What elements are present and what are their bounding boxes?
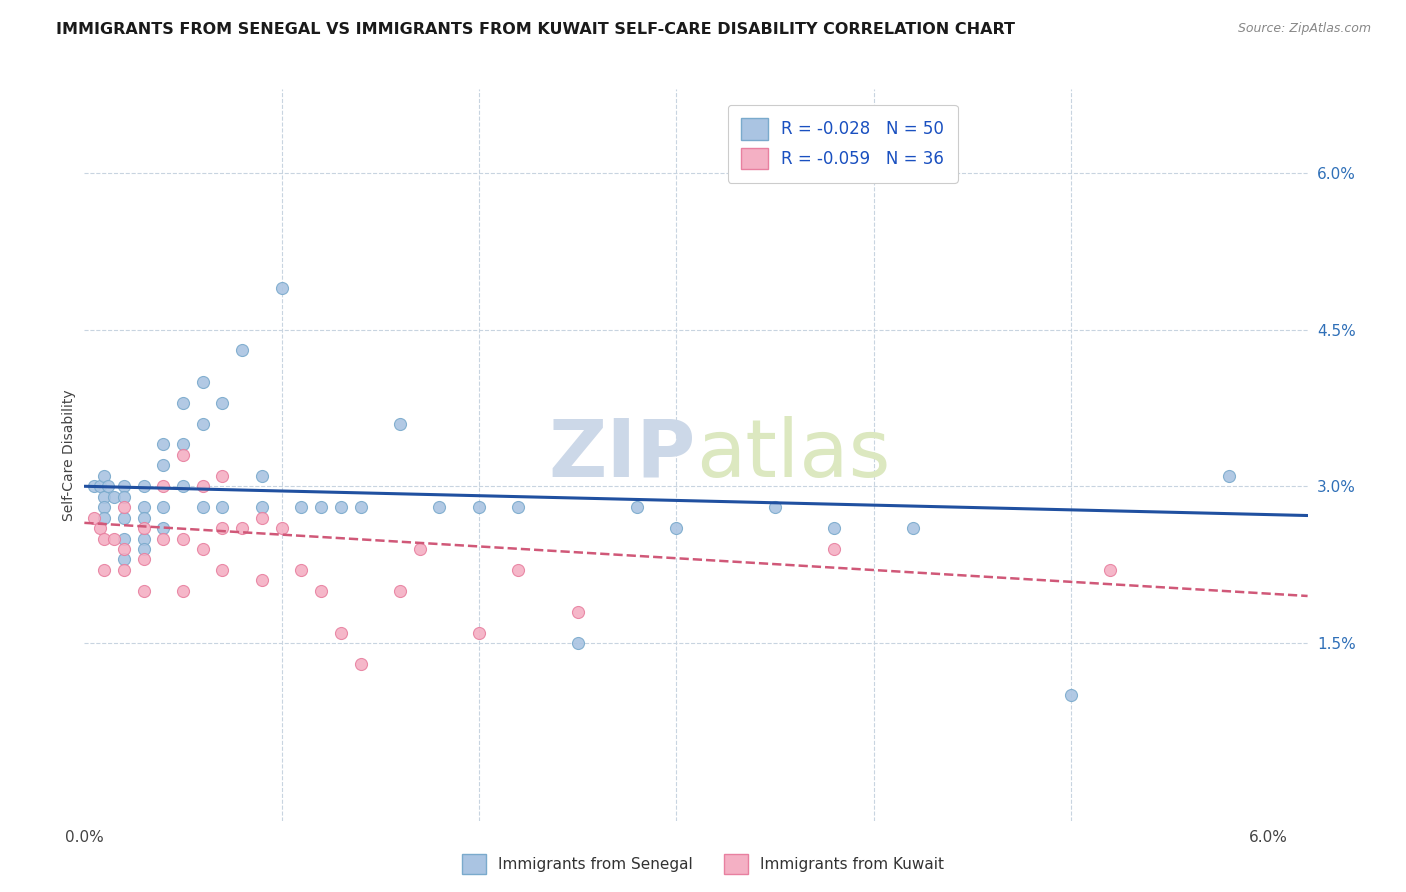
Point [309,583,332,598]
Point [270,281,292,295]
Point [97,479,120,493]
Point [309,500,332,515]
Point [290,563,312,577]
Point [823,541,845,556]
Point [468,500,491,515]
Point [567,636,589,650]
Text: Source: ZipAtlas.com: Source: ZipAtlas.com [1237,22,1371,36]
Point [93,500,115,515]
Point [152,521,174,535]
Point [93,532,115,546]
Point [191,417,214,431]
Point [83,510,105,524]
Point [250,468,273,483]
Point [93,510,115,524]
Point [132,552,155,566]
Point [409,541,432,556]
Point [172,479,194,493]
Point [172,395,194,409]
Point [191,541,214,556]
Point [468,625,491,640]
Point [93,490,115,504]
Point [112,532,135,546]
Point [508,563,530,577]
Point [349,500,371,515]
Point [112,510,135,524]
Point [191,375,214,389]
Point [89,521,111,535]
Point [191,479,214,493]
Point [349,657,371,671]
Point [211,468,233,483]
Point [93,563,115,577]
Point [152,532,174,546]
Point [152,500,174,515]
Point [567,605,589,619]
Point [211,395,233,409]
Point [901,521,924,535]
Point [211,563,233,577]
Point [112,500,135,515]
Point [389,583,412,598]
Point [172,583,194,598]
Point [132,510,155,524]
Point [763,500,786,515]
Text: IMMIGRANTS FROM SENEGAL VS IMMIGRANTS FROM KUWAIT SELF-CARE DISABILITY CORRELATI: IMMIGRANTS FROM SENEGAL VS IMMIGRANTS FR… [56,22,1015,37]
Point [626,500,648,515]
Point [172,437,194,451]
Point [112,490,135,504]
Point [112,479,135,493]
Point [132,532,155,546]
Point [429,500,451,515]
Point [250,574,273,588]
Point [290,500,312,515]
Point [132,479,155,493]
Point [132,583,155,598]
Point [508,500,530,515]
Point [211,500,233,515]
Point [112,541,135,556]
Point [191,500,214,515]
Point [1218,468,1240,483]
Point [112,563,135,577]
Point [103,532,125,546]
Point [172,532,194,546]
Point [112,552,135,566]
Point [152,437,174,451]
Point [1099,563,1122,577]
Point [89,479,111,493]
Y-axis label: Self-Care Disability: Self-Care Disability [62,389,76,521]
Point [389,417,412,431]
Point [172,448,194,462]
Point [823,521,845,535]
Text: ZIP: ZIP [548,416,696,494]
Point [329,625,352,640]
Point [231,343,253,358]
Point [132,541,155,556]
Point [132,521,155,535]
Legend: R = -0.028   N = 50, R = -0.059   N = 36: R = -0.028 N = 50, R = -0.059 N = 36 [728,105,957,183]
Point [103,490,125,504]
Point [152,479,174,493]
Point [250,500,273,515]
Point [250,510,273,524]
Point [211,521,233,535]
Legend: Immigrants from Senegal, Immigrants from Kuwait: Immigrants from Senegal, Immigrants from… [456,848,950,880]
Point [329,500,352,515]
Point [83,479,105,493]
Point [1060,688,1083,702]
Text: atlas: atlas [696,416,890,494]
Point [152,458,174,473]
Point [270,521,292,535]
Point [132,500,155,515]
Point [665,521,688,535]
Point [231,521,253,535]
Point [93,468,115,483]
